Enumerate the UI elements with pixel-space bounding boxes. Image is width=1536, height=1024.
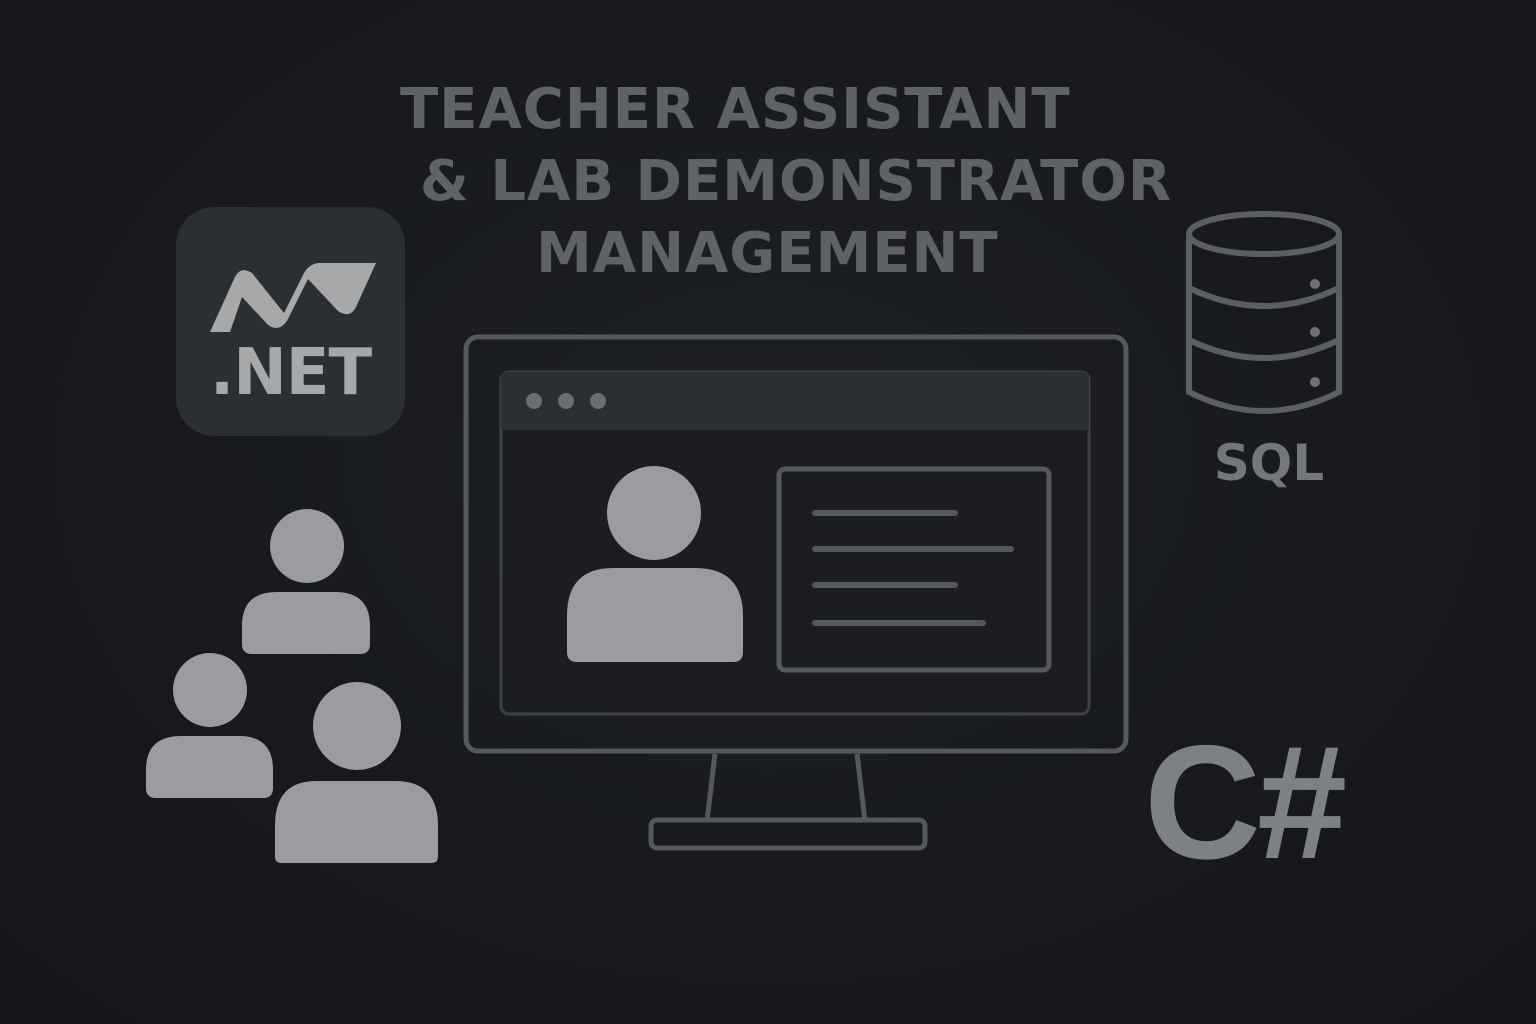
monitor-icon	[463, 334, 1129, 851]
dotnet-tile: .NET	[176, 207, 405, 436]
title-line-1: TEACHER ASSISTANT	[400, 77, 1071, 142]
people-group-icon	[146, 509, 444, 869]
dotnet-logo-icon	[210, 263, 376, 332]
database-cylinder-icon	[1186, 211, 1342, 414]
person-left	[146, 653, 273, 798]
sql-label: SQL	[1213, 434, 1325, 492]
person-front	[269, 676, 444, 869]
window-dot-2	[558, 393, 574, 409]
csharp-label: C#	[1144, 712, 1347, 893]
dotnet-label: .NET	[209, 336, 372, 410]
window-dots	[526, 393, 606, 409]
window-dot-3	[590, 393, 606, 409]
detail-card	[776, 466, 1052, 673]
window-dot-1	[526, 393, 542, 409]
title-line-2: & LAB DEMONSTRATOR	[420, 149, 1173, 214]
person-top	[242, 509, 370, 654]
title-line-3: MANAGEMENT	[536, 221, 999, 286]
user-avatar-icon	[567, 466, 743, 662]
